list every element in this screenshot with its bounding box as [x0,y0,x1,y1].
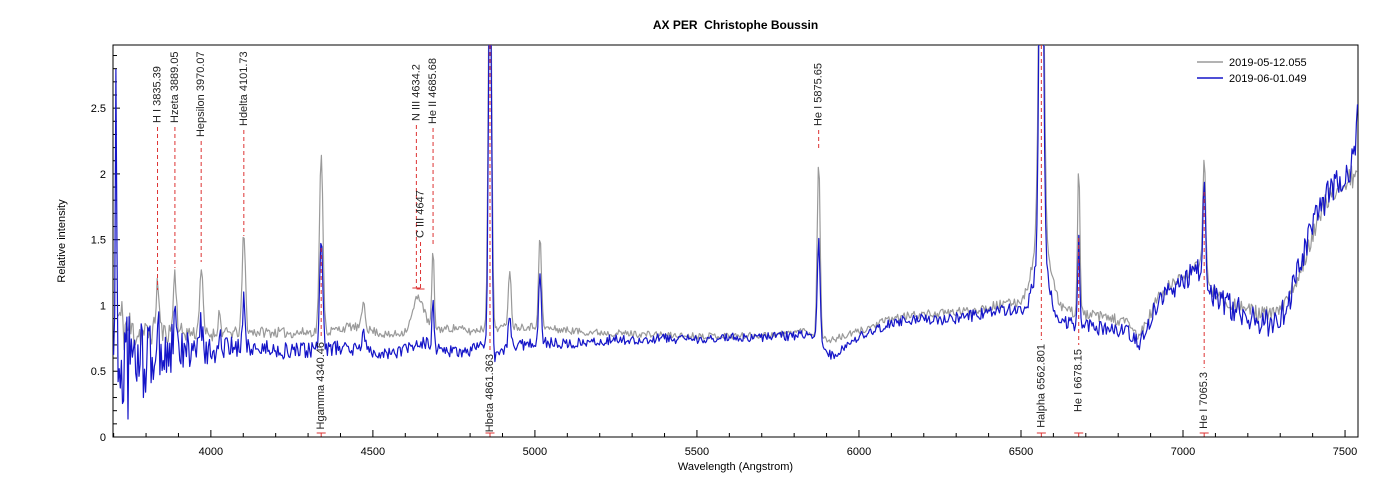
chart-title: AX PER Christophe Boussin [652,18,819,32]
annotation-label: H I 3835.39 [152,66,164,123]
series-path-1 [113,45,1358,420]
annotation-label: He I 6678.15 [1073,349,1085,412]
x-tick-label: 6500 [1009,446,1033,458]
plot-border [112,44,1359,438]
x-tick-label: 7000 [1171,446,1195,458]
annotation-label: N III 4634.2 [410,64,422,121]
legend-label: 2019-05-12.055 [1229,57,1307,69]
y-tick-label: 1 [100,300,106,312]
y-tick-label: 0 [100,432,106,444]
y-tick-label: 0.5 [91,366,106,378]
x-axis: 4000 4500 5000 5500 6000 6500 7000 7500 [113,430,1357,458]
annotation-label: He I 5875.65 [813,63,825,126]
x-tick-label: 4500 [361,446,385,458]
annotation-label: He I 7065.3 [1198,372,1210,429]
annotation-label: He II 4685.68 [427,58,439,124]
x-tick-label: 6000 [847,446,871,458]
y-tick-label: 2.5 [91,103,106,115]
annotation-label: Hgamma 4340.46 [315,342,327,429]
annotation-label: Hzeta 3889.05 [169,51,181,123]
x-tick-label: 5000 [523,446,547,458]
annotation-label: Hepsilon 3970.07 [195,51,207,137]
x-tick-label: 5500 [685,446,709,458]
annotation-label: Halpha 6562.801 [1035,344,1047,428]
y-tick-label: 1.5 [91,235,106,247]
annotation-label: C III 4647 [415,190,427,238]
line-annotations: H I 3835.39 Hzeta 3889.05 Hepsilon 3970.07… [152,45,1210,437]
y-tick-label: 2 [100,169,106,181]
legend-label: 2019-06-01.049 [1229,73,1307,85]
series-path-0 [117,45,1358,351]
x-axis-label: Wavelength (Angstrom) [677,461,794,473]
legend: 2019-05-12.055 2019-06-01.049 [1197,57,1307,85]
annotation-label: Hbeta 4861.363 [484,354,496,432]
x-tick-label: 4000 [199,446,223,458]
annotation-label: Hdelta 4101.73 [238,51,250,126]
x-tick-label: 7500 [1333,446,1357,458]
